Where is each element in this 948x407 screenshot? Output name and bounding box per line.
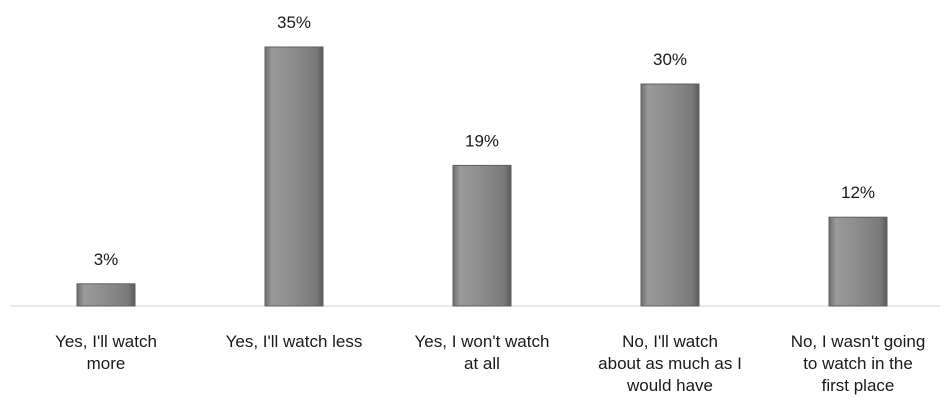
category-label-4-line-0: No, I wasn't going	[791, 332, 926, 351]
value-label-3: 30%	[653, 50, 687, 69]
value-label-4: 12%	[841, 183, 875, 202]
category-label-3-line-0: No, I'll watch	[622, 332, 718, 351]
bar-4	[828, 216, 888, 307]
category-label-4-line-1: to watch in the	[803, 354, 913, 373]
category-label-4-line-2: first place	[822, 376, 895, 395]
bars-group	[76, 46, 888, 307]
category-label-3: No, I'll watch about as much as I would ha…	[598, 332, 742, 395]
category-label-2-line-0: Yes, I won't watch	[415, 332, 550, 351]
value-label-0: 3%	[94, 250, 119, 269]
category-label-2-line-1: at all	[464, 354, 500, 373]
category-label-0: Yes, I'll watch more	[55, 332, 157, 373]
value-label-2: 19%	[465, 131, 499, 150]
category-label-1: Yes, I'll watch less	[226, 332, 363, 351]
category-label-2: Yes, I won't watch at all	[415, 332, 550, 373]
bar-0	[76, 283, 136, 307]
category-label-4: No, I wasn't going to watch in the first p…	[791, 332, 926, 395]
value-label-1: 35%	[277, 13, 311, 32]
category-label-0-line-0: Yes, I'll watch	[55, 332, 157, 351]
category-labels-group: Yes, I'll watch more Yes, I'll watch less Y…	[55, 332, 925, 395]
category-label-3-line-1: about as much as I	[598, 354, 742, 373]
bar-2	[452, 164, 512, 307]
category-label-0-line-1: more	[87, 354, 126, 373]
bar-3	[640, 83, 700, 307]
category-label-3-line-2: would have	[626, 376, 713, 395]
bar-1	[264, 46, 324, 307]
value-labels-group: 3% 35% 19% 30% 12%	[94, 13, 875, 269]
category-label-1-line-0: Yes, I'll watch less	[226, 332, 363, 351]
